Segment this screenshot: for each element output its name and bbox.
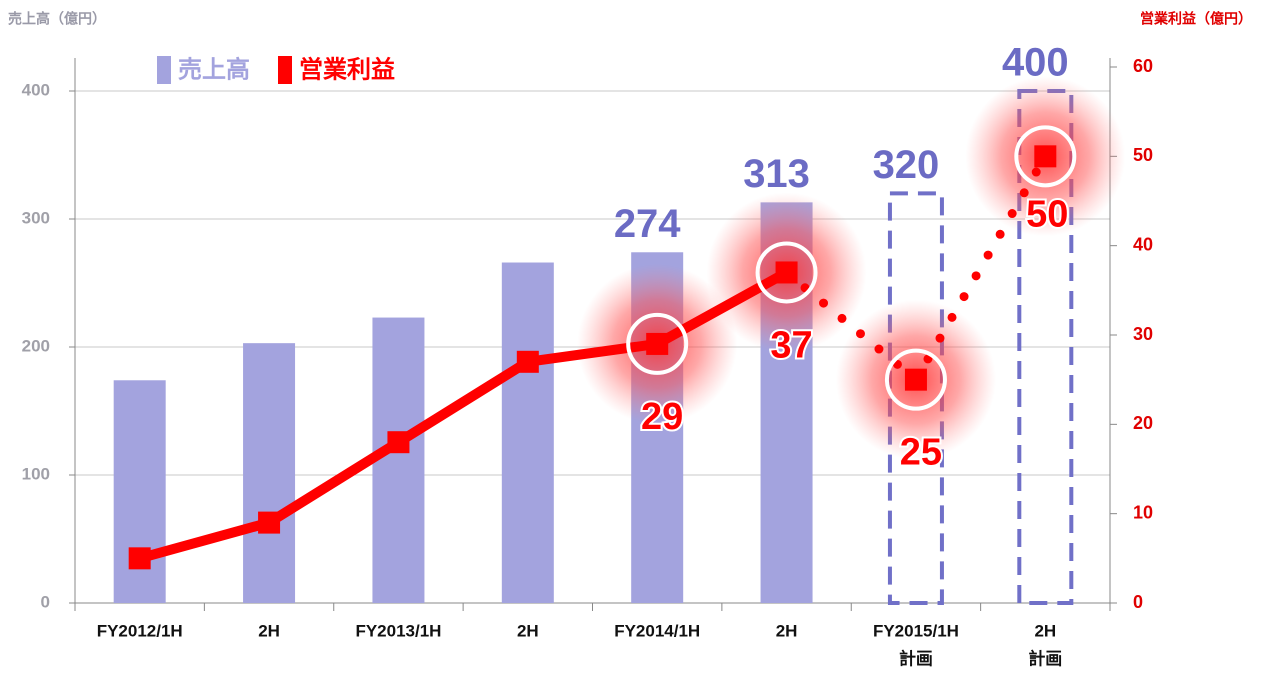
marker: [516, 350, 539, 373]
legend-label: 営業利益: [299, 55, 395, 83]
y2-axis-title: 営業利益（億円）: [1140, 11, 1252, 27]
planned-bar: [1017, 89, 1074, 605]
bar: [243, 343, 296, 603]
highlight-ring: [884, 348, 947, 411]
bar: [501, 262, 554, 603]
marker: [387, 431, 410, 454]
y-tick-label: 400: [22, 80, 50, 99]
x-tick-label: 2H: [776, 621, 798, 640]
line-value-label: 50: [1026, 193, 1068, 235]
marker: [775, 261, 798, 284]
y2-tick-label: 20: [1133, 413, 1153, 433]
x-tick-label: FY2015/1H: [873, 621, 959, 640]
y-tick-label: 200: [22, 336, 50, 355]
line: [138, 268, 789, 564]
x-tick-label: 2H: [517, 621, 539, 640]
x-tick-label: FY2014/1H: [614, 621, 700, 640]
bar-value-label: 274: [614, 202, 681, 246]
highlight-ring: [1014, 125, 1077, 188]
x-tick-label: 2H: [258, 621, 280, 640]
y2-tick-label: 0: [1133, 592, 1143, 612]
y2-tick-label: 50: [1133, 145, 1153, 165]
y2-tick-label: 30: [1133, 324, 1153, 344]
y2-tick-label: 10: [1133, 502, 1153, 522]
bar: [372, 317, 425, 603]
marker: [646, 332, 669, 355]
line-value-label: 37: [770, 324, 812, 366]
marker: [1034, 145, 1057, 168]
legend-label: 売上高: [178, 55, 250, 83]
y2-tick-label: 40: [1133, 234, 1153, 254]
marker: [258, 511, 281, 534]
legend-swatch: [278, 56, 292, 84]
line-value-label: 25: [900, 432, 942, 474]
highlight-ring: [626, 312, 689, 375]
legend-swatch: [157, 56, 171, 84]
x-tick-note: 計画: [899, 648, 933, 668]
bar-value-label: 320: [873, 143, 940, 187]
highlight-ring: [755, 241, 818, 304]
bar-value-label: 313: [743, 152, 810, 196]
x-tick-note: 計画: [1028, 648, 1062, 668]
x-tick-label: FY2012/1H: [97, 621, 183, 640]
y-axis-title: 売上高（億円）: [8, 11, 106, 27]
y-tick-label: 100: [22, 464, 50, 483]
x-tick-label: 2H: [1034, 621, 1056, 640]
marker: [128, 547, 151, 570]
marker: [904, 368, 927, 391]
x-tick-label: FY2013/1H: [355, 621, 441, 640]
y-tick-label: 0: [41, 592, 50, 611]
y2-tick-label: 60: [1133, 56, 1153, 76]
bar: [113, 380, 166, 603]
line-value-label: 29: [641, 396, 683, 438]
y-tick-label: 300: [22, 208, 50, 227]
